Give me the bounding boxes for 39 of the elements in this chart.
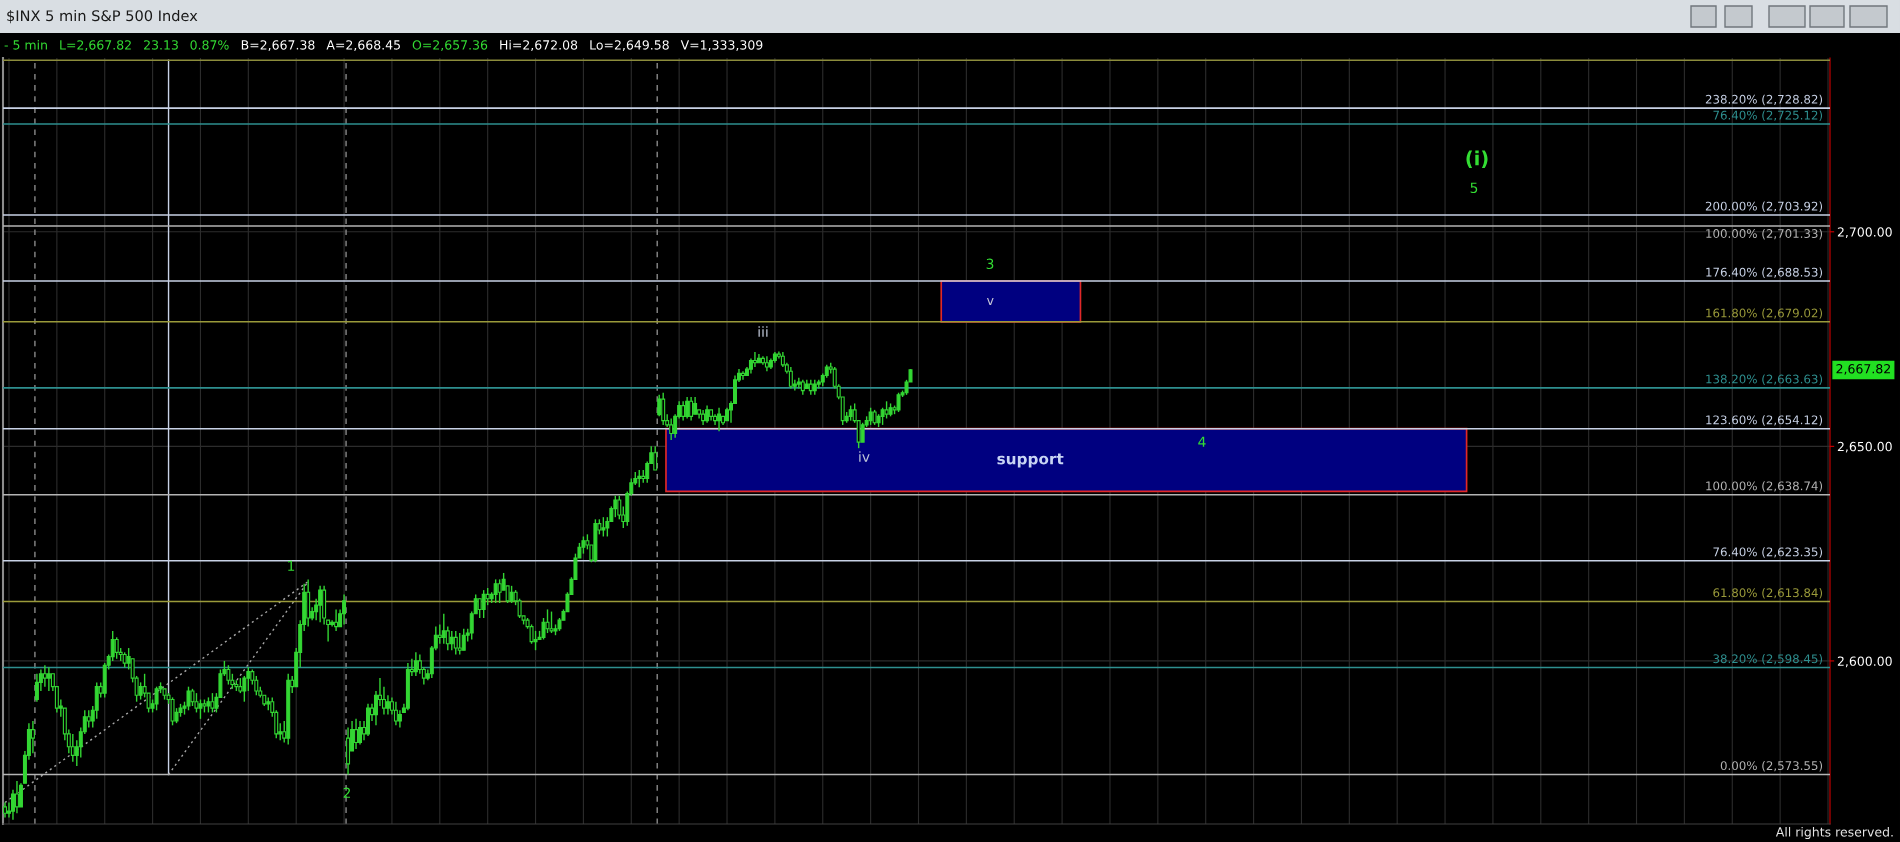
ref-line-label: 123.60% (2,654.12): [1706, 415, 1823, 426]
ref-line-label: 0.00% (2,573.55): [1720, 760, 1823, 772]
text: Hi=2,672.08: [500, 39, 578, 51]
ref-line-label: 100.00% (2,701.33): [1706, 228, 1823, 240]
ref-line-label: 61.80% (2,613.84): [1713, 588, 1823, 599]
ref-line-label: 100.00% (2,638.74): [1706, 481, 1823, 492]
ref-line-label: 138.20% (2,663.63): [1706, 374, 1823, 385]
text: 0.87%: [190, 40, 229, 50]
ref-line-label: 238.20% (2,728.82): [1705, 94, 1823, 106]
text: B=2,667.38: [241, 40, 315, 51]
ref-line-label: 200.00% (2,703.92): [1705, 201, 1823, 212]
text: 2,667.82: [1836, 364, 1890, 375]
text: A=2,668.45: [326, 40, 400, 51]
annotation: 3: [986, 258, 994, 270]
text: - 5 min: [4, 39, 47, 50]
ref-line-label: 176.40% (2,688.53): [1706, 267, 1823, 279]
annotation: iv: [859, 451, 870, 462]
band-label: support: [997, 453, 1064, 468]
ref-line-label: 161.80% (2,679.02): [1706, 308, 1823, 319]
band-label: v: [986, 298, 994, 305]
annotation: 1: [288, 560, 295, 571]
text: L=2,667.82: [60, 40, 131, 51]
chart-title: $INX 5 min S&P 500 Index: [7, 9, 198, 24]
annotation: 4: [1198, 436, 1206, 447]
y-tick-label: 2,700.00: [1837, 227, 1892, 238]
annotation: iii: [758, 326, 768, 337]
y-tick-label: 2,650.00: [1837, 441, 1892, 453]
text: All rights reserved.: [1775, 826, 1893, 840]
y-tick-label: 2,600.00: [1837, 656, 1892, 668]
annotation: 5: [1470, 182, 1478, 194]
ref-line-label: 76.40% (2,725.12): [1713, 110, 1823, 122]
text: 23.13: [144, 40, 178, 50]
ref-line-label: 38.20% (2,598.45): [1713, 654, 1823, 665]
ref-line-label: 76.40% (2,623.35): [1713, 547, 1823, 558]
text: V=1,333,309: [680, 40, 763, 51]
annotation: 2: [343, 787, 351, 798]
text: Lo=2,649.58: [590, 40, 669, 51]
annotation: (i): [1466, 150, 1488, 168]
text: O=2,657.36: [412, 40, 488, 51]
